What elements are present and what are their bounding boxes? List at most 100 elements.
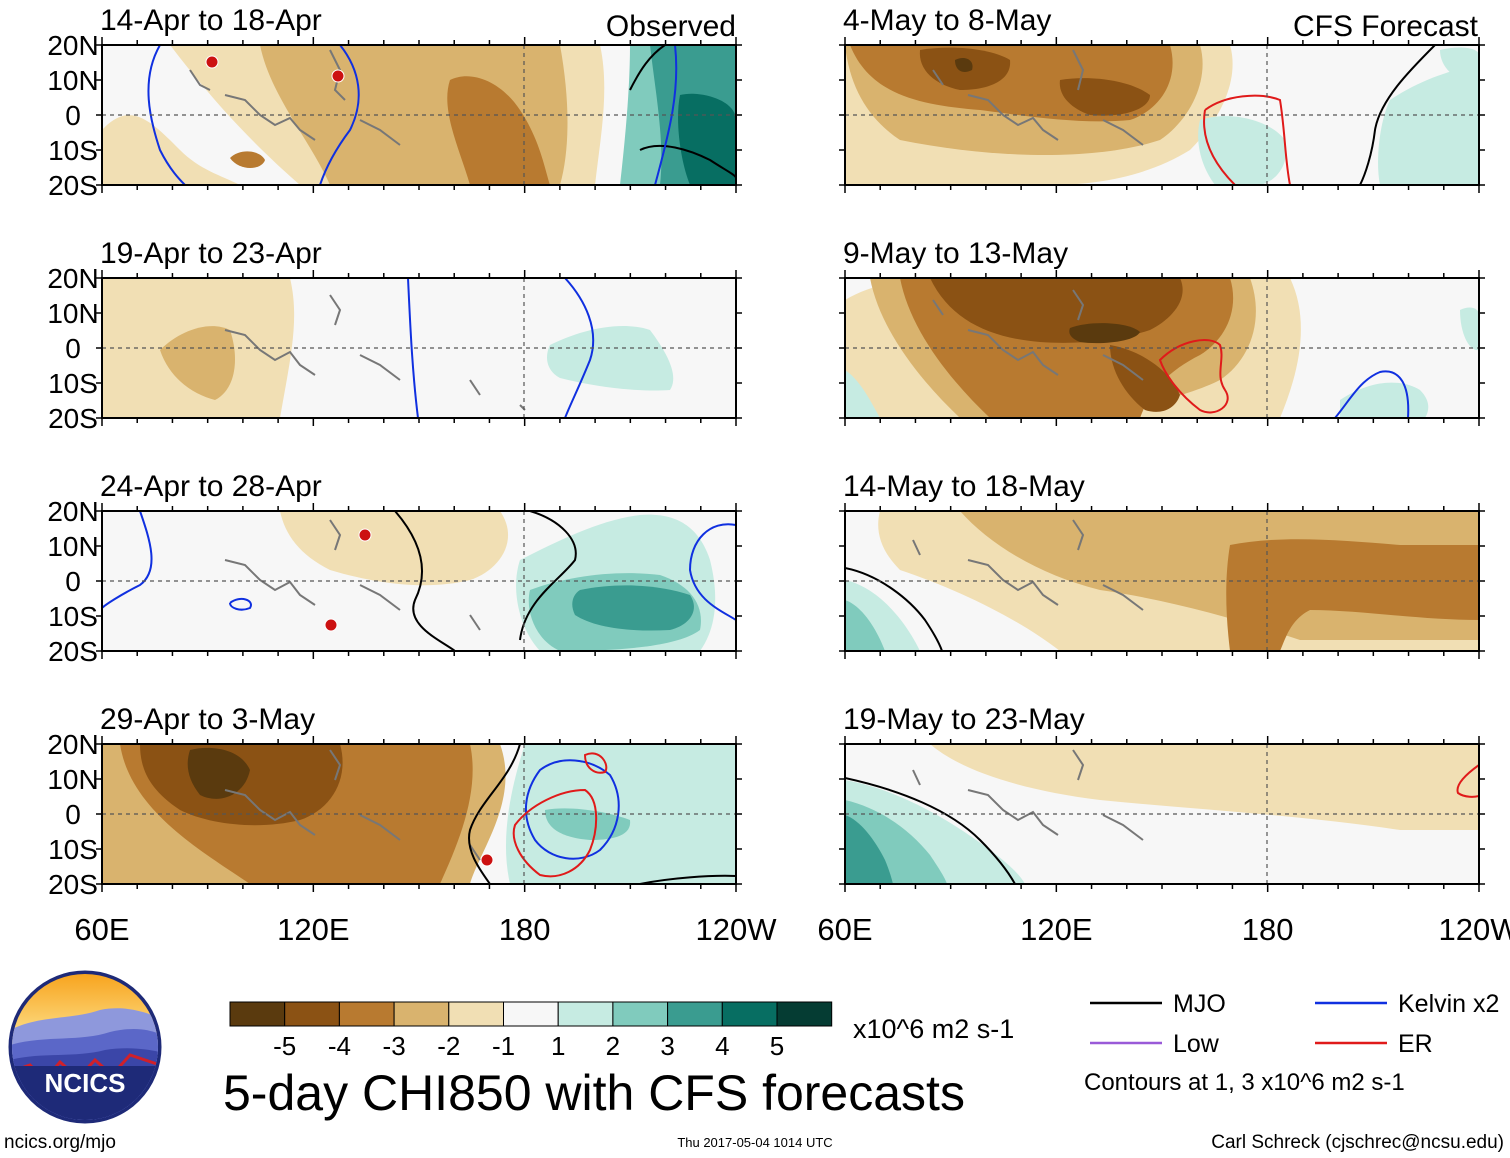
panel-label: 9-May to 13-May bbox=[843, 237, 1068, 270]
lon-tick-label: 120E bbox=[1020, 912, 1092, 947]
column-label-forecast: CFS Forecast bbox=[1293, 10, 1479, 43]
lat-tick-label: 20N bbox=[47, 263, 98, 294]
colorbar-swatch bbox=[448, 1001, 504, 1027]
axes: 20N 10N 0 10S 20S 20N 10N 0 10S 20S 20N 10N 0 10S 20S 2… bbox=[47, 30, 1510, 947]
colorbar-tick-label: 2 bbox=[606, 1031, 620, 1061]
panel-label: 19-Apr to 23-Apr bbox=[100, 237, 322, 270]
lat-tick-label: 20N bbox=[47, 496, 98, 527]
anomaly-field bbox=[845, 600, 885, 651]
er-contour bbox=[1203, 94, 1291, 185]
legend-label: ER bbox=[1398, 1030, 1433, 1058]
anomaly-field bbox=[545, 808, 631, 840]
coastline bbox=[224, 519, 481, 631]
storm-marker bbox=[324, 618, 338, 632]
lon-tick-label: 180 bbox=[499, 912, 551, 947]
coastline bbox=[932, 289, 1144, 381]
footer-website[interactable]: ncics.org/mjo bbox=[4, 1132, 116, 1153]
mjo-contour bbox=[845, 777, 1016, 884]
anomaly-field bbox=[230, 151, 265, 168]
panel-obs-3: 24-Apr to 28-Apr bbox=[100, 470, 737, 652]
colorbar-tick-label: 1 bbox=[551, 1031, 565, 1061]
lat-tick-label: 20S bbox=[48, 869, 98, 900]
colorbar-swatch bbox=[557, 1001, 614, 1027]
er-contour bbox=[1456, 764, 1479, 798]
legend: Contours at 1, 3 x10^6 m2 s-1 MJO Kelvin … bbox=[1084, 990, 1499, 1096]
coastline bbox=[932, 49, 1144, 146]
anomaly-field bbox=[187, 747, 250, 799]
colorbar-tick-label: 3 bbox=[660, 1031, 674, 1061]
legend-label: Low bbox=[1173, 1030, 1220, 1058]
kelvin-contour bbox=[1334, 370, 1410, 418]
coastline bbox=[224, 294, 526, 411]
lat-tick-label: 10S bbox=[48, 834, 98, 865]
er-contour bbox=[1158, 339, 1229, 414]
figure-title: 5-day CHI850 with CFS forecasts bbox=[223, 1065, 965, 1121]
anomaly-field bbox=[160, 326, 235, 400]
colorbar-unit: x10^6 m2 s-1 bbox=[853, 1014, 1014, 1044]
colorbar-tick-label: -5 bbox=[273, 1031, 296, 1061]
colorbar: x10^6 m2 s-1 -5 -4 -3 -2 -1 1 2 3 4 5 bbox=[229, 1001, 1014, 1061]
mjo-contour bbox=[845, 567, 943, 651]
contour-note: Contours at 1, 3 x10^6 m2 s-1 bbox=[1084, 1069, 1405, 1096]
lat-tick-label: 10N bbox=[47, 531, 98, 562]
lat-tick-label: 20S bbox=[48, 403, 98, 434]
coastline bbox=[912, 519, 1144, 611]
anomaly-field bbox=[845, 370, 880, 418]
anomaly-field bbox=[930, 744, 1479, 830]
coastline bbox=[912, 749, 1144, 841]
lat-tick-label: 20S bbox=[48, 170, 98, 201]
colorbar-swatch bbox=[776, 1001, 833, 1027]
mjo-contour bbox=[1359, 45, 1436, 185]
colorbar-swatch bbox=[338, 1001, 395, 1027]
colorbar-swatch bbox=[667, 1001, 723, 1027]
colorbar-tick-label: 5 bbox=[770, 1031, 784, 1061]
storm-marker bbox=[331, 69, 345, 83]
anomaly-field bbox=[572, 585, 694, 631]
anomaly-field bbox=[955, 58, 973, 72]
mjo-contour bbox=[394, 511, 577, 651]
footer-credit: Carl Schreck (cjschrec@ncsu.edu) bbox=[1211, 1132, 1504, 1153]
anomaly-field bbox=[845, 815, 893, 884]
anomaly-field bbox=[1226, 539, 1479, 651]
lat-tick-label: 10S bbox=[48, 601, 98, 632]
anomaly-field bbox=[678, 93, 736, 185]
column-label-observed: Observed bbox=[606, 10, 736, 43]
coastline bbox=[224, 749, 481, 861]
colorbar-tick-label: -2 bbox=[437, 1031, 460, 1061]
lat-tick-label: 10S bbox=[48, 368, 98, 399]
lat-tick-label: 20N bbox=[47, 30, 98, 61]
panel-fc-4: 19-May to 23-May bbox=[843, 703, 1480, 885]
lat-tick-label: 10N bbox=[47, 298, 98, 329]
panel-label: 14-May to 18-May bbox=[843, 470, 1085, 503]
lon-tick-label: 120E bbox=[277, 912, 349, 947]
anomaly-field bbox=[547, 325, 674, 391]
lon-tick-label: 120W bbox=[1439, 912, 1510, 947]
storm-marker bbox=[205, 55, 219, 69]
er-contour bbox=[512, 752, 608, 878]
anomaly-field bbox=[1460, 307, 1479, 351]
colorbar-tick-label: -4 bbox=[328, 1031, 351, 1061]
lon-tick-label: 120W bbox=[696, 912, 778, 947]
footer-timestamp: Thu 2017-05-04 1014 UTC bbox=[677, 1135, 832, 1150]
lon-tick-label: 60E bbox=[74, 912, 129, 947]
panel-fc-1: 4-May to 8-May CFS Forecast bbox=[843, 4, 1480, 186]
colorbar-swatch bbox=[284, 1001, 340, 1027]
lat-tick-label: 0 bbox=[65, 799, 81, 830]
anomaly-field bbox=[1110, 345, 1180, 412]
panel-label: 19-May to 23-May bbox=[843, 703, 1085, 736]
colorbar-swatch bbox=[393, 1001, 450, 1027]
panel-obs-1: 14-Apr to 18-Apr Observed bbox=[100, 4, 737, 186]
kelvin-contour bbox=[102, 511, 736, 621]
panel-obs-2: 19-Apr to 23-Apr bbox=[100, 237, 737, 419]
lat-tick-label: 10S bbox=[48, 135, 98, 166]
panel-obs-4: 29-Apr to 3-May bbox=[100, 703, 737, 885]
lon-tick-label: 60E bbox=[817, 912, 872, 947]
ncics-logo: NCICS bbox=[8, 970, 162, 1124]
anomaly-field bbox=[1440, 47, 1479, 81]
panel-label: 29-Apr to 3-May bbox=[100, 703, 315, 736]
lat-tick-label: 0 bbox=[65, 566, 81, 597]
mjo-contour bbox=[629, 45, 736, 179]
mjo-contour bbox=[468, 744, 736, 884]
lat-tick-label: 10N bbox=[47, 65, 98, 96]
